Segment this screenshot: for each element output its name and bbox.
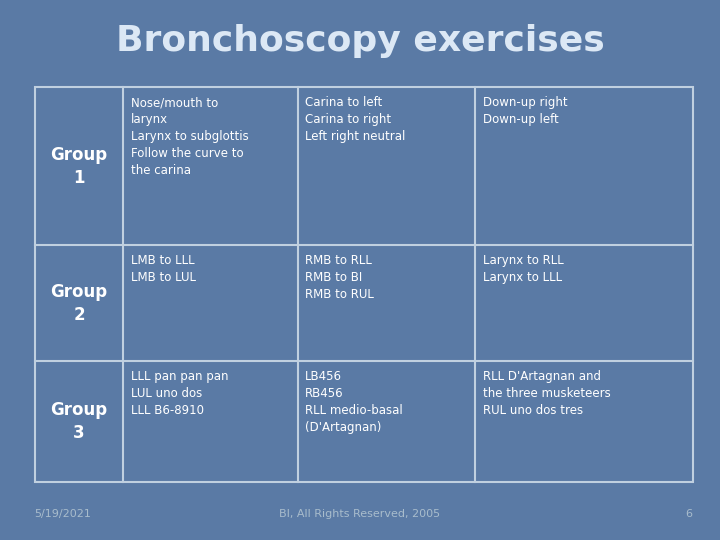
Text: Carina to left
Carina to right
Left right neutral: Carina to left Carina to right Left righ…	[305, 96, 405, 143]
Text: Group
3: Group 3	[50, 401, 107, 442]
Text: BI, All Rights Reserved, 2005: BI, All Rights Reserved, 2005	[279, 509, 441, 519]
Text: Group
2: Group 2	[50, 282, 107, 324]
Text: Bronchoscopy exercises: Bronchoscopy exercises	[116, 24, 604, 58]
Text: Nose/mouth to
larynx
Larynx to subglottis
Follow the curve to
the carina: Nose/mouth to larynx Larynx to subglotti…	[130, 96, 248, 177]
Text: 5/19/2021: 5/19/2021	[35, 509, 91, 519]
Text: RMB to RLL
RMB to BI
RMB to RUL: RMB to RLL RMB to BI RMB to RUL	[305, 254, 374, 301]
Text: LLL pan pan pan
LUL uno dos
LLL B6-8910: LLL pan pan pan LUL uno dos LLL B6-8910	[130, 370, 228, 417]
Bar	[35, 87, 693, 482]
Text: Down-up right
Down-up left: Down-up right Down-up left	[482, 96, 567, 126]
Text: RLL D'Artagnan and
the three musketeers
RUL uno dos tres: RLL D'Artagnan and the three musketeers …	[482, 370, 611, 417]
Text: Larynx to RLL
Larynx to LLL: Larynx to RLL Larynx to LLL	[482, 254, 564, 284]
Text: Group
1: Group 1	[50, 145, 107, 187]
Text: LB456
RB456
RLL medio-basal
(D'Artagnan): LB456 RB456 RLL medio-basal (D'Artagnan)	[305, 370, 402, 434]
Text: LMB to LLL
LMB to LUL: LMB to LLL LMB to LUL	[130, 254, 196, 284]
Text: 6: 6	[685, 509, 693, 519]
